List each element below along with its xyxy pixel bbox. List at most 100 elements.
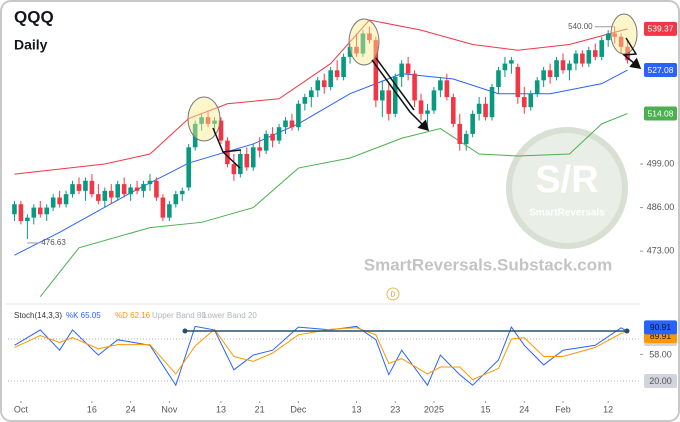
candle-body [599,40,605,57]
price-badge [644,106,677,121]
stoch-badge-label: 90.91 [650,322,672,332]
stoch-badge [644,320,677,335]
watermark-logo-text: S/R [535,159,598,201]
candle-body [328,70,333,88]
arrow [212,127,242,169]
stoch-line [14,325,628,387]
band-line [39,113,628,297]
drawings [182,13,642,334]
candle-body [257,147,262,151]
candle-body [115,184,121,198]
candle-body [405,63,411,74]
legend-entry: %D 62.16 [115,311,151,320]
candle-body [57,197,62,205]
candle-body [83,180,88,191]
legend-entry: %K 65.05 [66,311,101,320]
candle-body [121,184,127,195]
price-badge [644,21,677,36]
candle-body [612,33,617,37]
candle-body [96,194,101,201]
watermark-url: SmartReversals.Substack.com [364,255,613,274]
candle-body [489,87,495,118]
candle-body [334,70,340,77]
x-tick-label: 16 [87,404,97,414]
annotation: 540.00 [568,22,593,31]
annotation: 476.63 [41,238,66,247]
candle-body [315,80,321,91]
candle-body [360,33,366,54]
arrow [622,37,642,69]
x-tick-label: Dec [290,404,307,414]
x-tick-label: 24 [126,404,136,414]
candle-body [296,103,301,128]
candle-body [367,33,372,41]
candle-body [509,60,514,64]
candle-body [147,180,153,185]
candle-body [289,120,295,128]
event-icon [386,287,400,301]
chart-subtitle: Daily [14,37,48,53]
candle-body [102,190,108,201]
x-tick-label: 12 [603,404,613,414]
candle-body [554,60,559,77]
candle-body [263,133,269,151]
candle-body [476,103,482,114]
candle-body [25,217,30,221]
candle-body [18,204,24,221]
candle-body [225,140,230,165]
candle-body [218,120,224,141]
candle-body [108,190,114,198]
x-tick-label: Oct [14,404,29,414]
candle-body [283,120,288,128]
price-badge [644,63,677,78]
highlight-circle [187,96,221,142]
candle-body [270,133,275,141]
candle-body [70,184,75,195]
legend-entry: Upper Band 80 [152,311,206,320]
candle-body [470,113,475,134]
candle-body [528,93,534,108]
candle-body [244,154,250,168]
y-tick-label: 20.00 [649,376,672,386]
candle-body [154,180,159,198]
candle-body [186,147,192,188]
y-tick-label: 486.00 [647,202,675,212]
chart-title: QQQ [14,7,54,26]
candle-body [431,90,437,111]
stoch-title: Stoch(14,3,3) [14,311,62,320]
candle-body [238,154,243,175]
candle-body [567,63,572,71]
candle-body [12,204,17,215]
highlight-circle [348,18,380,66]
candle-body [547,70,553,77]
candle-body [438,80,443,91]
candle-body [399,63,404,77]
event-icon-text: D [390,291,395,298]
candle-body [496,70,501,88]
candle-body [592,50,598,57]
x-tick-label: Nov [161,404,178,414]
candle-body [580,53,585,64]
x-tick-label: 23 [390,404,400,414]
price-badge-label: 514.08 [648,108,674,118]
candle-body [380,90,385,101]
candle-body [31,207,37,218]
candle-body [618,36,624,47]
candle-body [341,56,346,77]
legend-entry: Lower Band 20 [203,311,257,320]
candle-body [457,123,463,144]
candle-body [418,100,424,114]
candle-body [515,66,521,98]
y-tick-label: 473.00 [647,245,675,255]
candle-body [309,90,314,98]
candle-body [63,194,69,205]
candle-body [483,103,488,118]
x-tick-label: 13 [351,404,361,414]
x-tick-label: 2025 [424,404,444,414]
candle-body [37,207,43,215]
band-line [14,19,628,175]
x-tick-label: 15 [481,404,491,414]
candle-body [463,133,469,144]
